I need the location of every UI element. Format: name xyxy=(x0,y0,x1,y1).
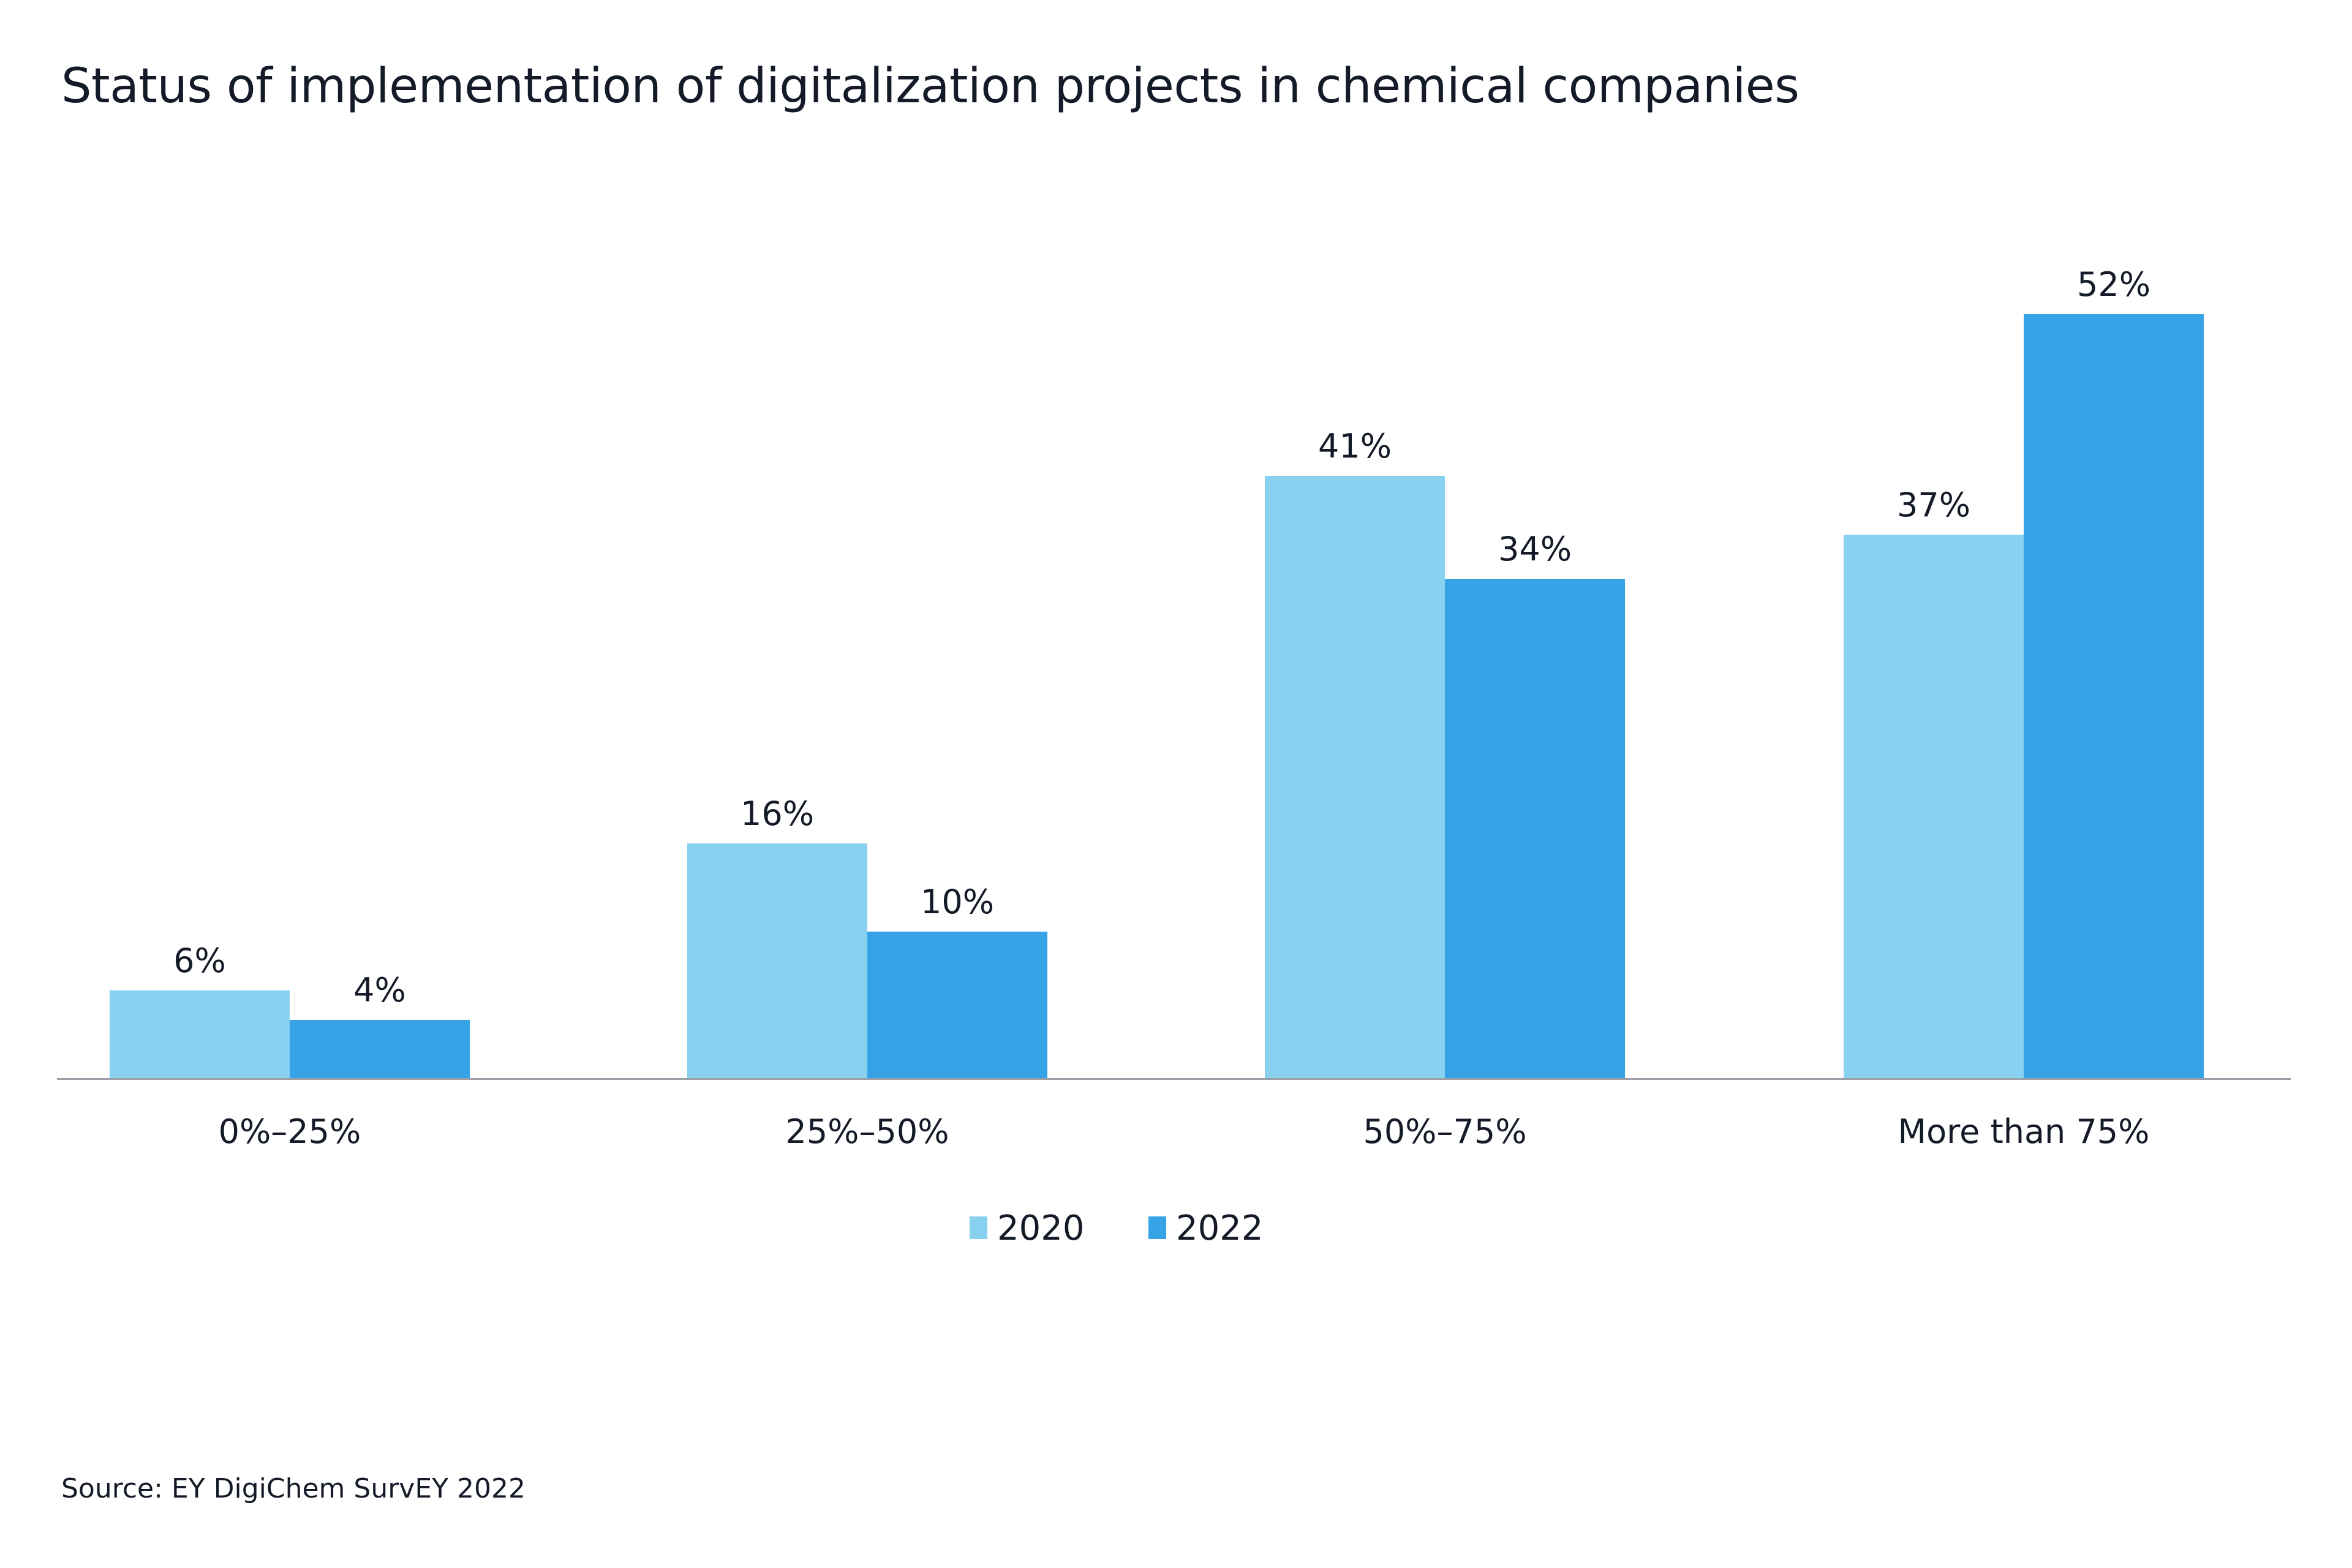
data-label: 41% xyxy=(1318,427,1392,466)
data-label: 34% xyxy=(1498,530,1572,568)
bar-2022-2 xyxy=(1445,579,1625,1079)
bar-2022-1 xyxy=(867,932,1047,1079)
source-note: Source: EY DigiChem SurvEY 2022 xyxy=(61,1473,526,1504)
data-label: 16% xyxy=(741,794,814,833)
data-label: 37% xyxy=(1897,486,1970,524)
data-label: 4% xyxy=(353,971,406,1009)
chart-title: Status of implementation of digitalizati… xyxy=(61,59,1800,114)
category-label: More than 75% xyxy=(1898,1112,2150,1151)
legend-label: 2022 xyxy=(1176,1208,1264,1248)
category-label: 0%–25% xyxy=(219,1112,361,1151)
bar-2020-1 xyxy=(687,843,867,1079)
bar-2020-0 xyxy=(110,990,290,1079)
bar-2022-0 xyxy=(290,1020,470,1079)
data-label: 52% xyxy=(2077,265,2150,304)
data-label: 6% xyxy=(173,941,226,980)
bar-2020-3 xyxy=(1844,535,2024,1079)
legend-label: 2020 xyxy=(997,1208,1085,1248)
data-label: 10% xyxy=(921,883,994,921)
bar-2020-2 xyxy=(1265,476,1445,1079)
category-label: 25%–50% xyxy=(785,1112,949,1151)
legend-swatch-2020 xyxy=(970,1216,987,1239)
legend-swatch-2022 xyxy=(1148,1216,1166,1239)
bar-2022-3 xyxy=(2024,314,2204,1079)
category-label: 50%–75% xyxy=(1363,1112,1526,1151)
